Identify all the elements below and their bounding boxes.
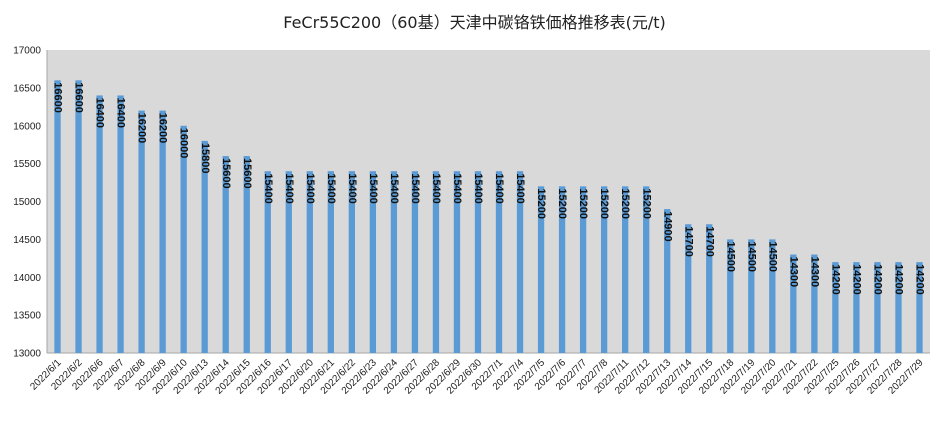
data-label: 15400	[283, 173, 295, 204]
bar	[138, 110, 145, 353]
bar	[453, 171, 461, 353]
bar	[874, 262, 881, 353]
data-label: 15400	[409, 173, 421, 204]
bar	[201, 140, 208, 353]
data-label: 15200	[598, 188, 610, 219]
y-tick-label: 15000	[13, 197, 41, 208]
data-label: 14200	[872, 264, 884, 295]
bar	[390, 171, 398, 353]
data-label: 15600	[241, 158, 253, 189]
bar	[769, 239, 776, 353]
data-label: 16200	[157, 113, 169, 144]
bar	[832, 262, 839, 353]
bar	[600, 186, 608, 353]
bar	[664, 209, 671, 353]
data-label: 16400	[115, 97, 127, 128]
data-label: 14200	[893, 264, 905, 295]
data-label: 15400	[367, 173, 379, 204]
bar	[54, 80, 61, 354]
bar	[685, 224, 692, 353]
data-label: 16000	[178, 128, 190, 159]
data-label: 14900	[661, 211, 673, 242]
bar	[243, 156, 250, 353]
data-label: 15200	[619, 188, 631, 219]
data-label: 14200	[829, 264, 841, 295]
bar	[411, 171, 419, 353]
data-label: 15400	[514, 173, 526, 204]
data-label: 14700	[682, 226, 694, 257]
data-label: 15400	[262, 173, 274, 204]
chart-title: FeCr55C200（60基）天津中碳铬铁価格推移表(元/t)	[283, 13, 666, 32]
data-label: 16200	[136, 113, 148, 144]
data-label: 15400	[388, 173, 400, 204]
bar	[180, 125, 187, 353]
data-label: 15400	[430, 173, 442, 204]
bar	[579, 186, 587, 353]
bar	[432, 171, 440, 353]
data-label: 14200	[914, 264, 926, 295]
data-label: 15400	[325, 173, 337, 204]
data-label: 15200	[556, 188, 568, 219]
bar	[748, 239, 755, 353]
data-label: 14500	[745, 241, 757, 272]
bar	[327, 171, 334, 353]
y-tick-label: 16500	[13, 83, 41, 94]
y-tick-label: 13500	[13, 311, 41, 322]
data-label: 15800	[199, 143, 211, 174]
bar	[811, 254, 818, 353]
data-label: 15600	[220, 158, 232, 189]
bar	[537, 186, 545, 353]
bar	[474, 171, 482, 353]
data-label: 15400	[304, 173, 316, 204]
data-label: 15400	[472, 173, 484, 204]
y-tick-label: 14500	[13, 235, 41, 246]
plot-area	[47, 50, 930, 353]
bar	[495, 171, 503, 353]
y-tick-label: 13000	[13, 349, 41, 360]
bar	[369, 171, 377, 353]
data-label: 15200	[535, 188, 547, 219]
data-label: 16600	[73, 82, 85, 113]
y-tick-label: 17000	[13, 46, 41, 57]
bar	[853, 262, 860, 353]
data-label: 15400	[451, 173, 463, 204]
bar	[348, 171, 355, 353]
bar	[558, 186, 566, 353]
y-tick-label: 14000	[13, 273, 41, 284]
data-label: 14500	[724, 241, 736, 272]
bar	[516, 171, 524, 353]
data-label: 14300	[787, 257, 799, 288]
data-label: 16400	[94, 97, 106, 128]
y-tick-label: 15500	[13, 159, 41, 170]
bar	[706, 224, 713, 353]
bar	[622, 186, 629, 353]
bar	[727, 239, 734, 353]
bar	[159, 110, 166, 353]
bar	[96, 95, 103, 353]
data-label: 14700	[703, 226, 715, 257]
data-label: 14300	[808, 257, 820, 288]
bar	[895, 262, 902, 353]
data-label: 14200	[851, 264, 863, 295]
data-label: 16600	[52, 82, 64, 113]
data-label: 15400	[493, 173, 505, 204]
bar	[306, 171, 313, 353]
bar	[916, 262, 923, 353]
data-label: 15200	[577, 188, 589, 219]
y-tick-label: 16000	[13, 121, 41, 132]
bar	[222, 156, 229, 353]
bar	[643, 186, 650, 353]
data-label: 15400	[346, 173, 358, 204]
bar	[117, 95, 124, 353]
bar	[75, 80, 82, 354]
bar	[790, 254, 797, 353]
bar	[264, 171, 271, 353]
bar	[285, 171, 292, 353]
data-label: 15200	[640, 188, 652, 219]
data-label: 14500	[766, 241, 778, 272]
